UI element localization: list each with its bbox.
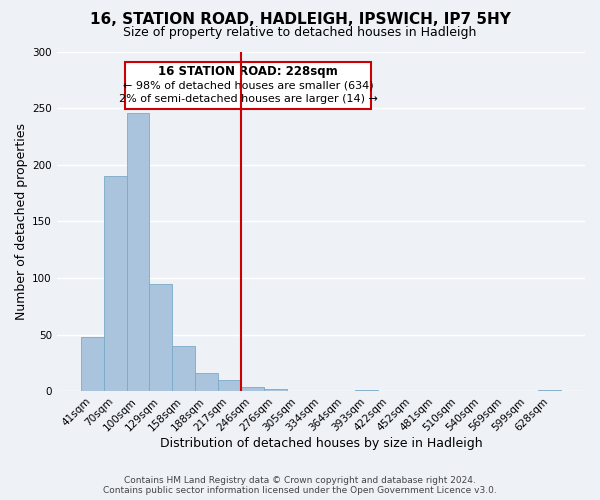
Y-axis label: Number of detached properties: Number of detached properties	[15, 123, 28, 320]
Bar	[355, 390, 378, 391]
Text: 2% of semi-detached houses are larger (14) →: 2% of semi-detached houses are larger (1…	[119, 94, 377, 104]
Bar	[241, 386, 264, 391]
Bar	[127, 112, 149, 391]
X-axis label: Distribution of detached houses by size in Hadleigh: Distribution of detached houses by size …	[160, 437, 482, 450]
Bar	[104, 176, 127, 391]
Text: Contains public sector information licensed under the Open Government Licence v3: Contains public sector information licen…	[103, 486, 497, 495]
Bar	[172, 346, 195, 391]
Bar	[149, 284, 172, 391]
Text: 16 STATION ROAD: 228sqm: 16 STATION ROAD: 228sqm	[158, 65, 338, 78]
Text: 16, STATION ROAD, HADLEIGH, IPSWICH, IP7 5HY: 16, STATION ROAD, HADLEIGH, IPSWICH, IP7…	[89, 12, 511, 28]
Text: ← 98% of detached houses are smaller (634): ← 98% of detached houses are smaller (63…	[123, 80, 374, 90]
Bar	[264, 389, 287, 391]
Text: Size of property relative to detached houses in Hadleigh: Size of property relative to detached ho…	[124, 26, 476, 39]
Bar	[81, 337, 104, 391]
Text: Contains HM Land Registry data © Crown copyright and database right 2024.: Contains HM Land Registry data © Crown c…	[124, 476, 476, 485]
FancyBboxPatch shape	[125, 62, 371, 109]
Bar	[195, 373, 218, 391]
Bar	[218, 380, 241, 391]
Bar	[538, 390, 561, 391]
